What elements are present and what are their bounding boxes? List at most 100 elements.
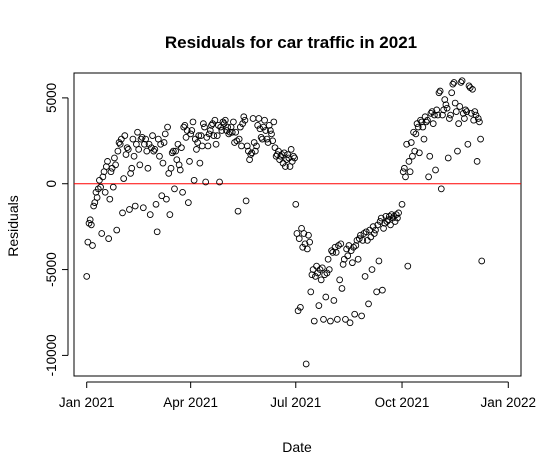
data-point xyxy=(287,146,295,153)
data-point xyxy=(377,214,385,222)
data-point xyxy=(473,158,481,165)
data-point xyxy=(102,163,110,170)
y-axis: -10000 -5000 0 5000 xyxy=(44,83,69,376)
data-point xyxy=(437,185,445,193)
data-point xyxy=(370,230,378,237)
data-point xyxy=(268,130,275,138)
data-point xyxy=(89,242,96,249)
data-point xyxy=(193,146,200,153)
data-point xyxy=(323,269,331,277)
data-point xyxy=(452,108,460,115)
data-point xyxy=(471,108,479,115)
data-point xyxy=(200,120,207,127)
data-point xyxy=(441,96,449,103)
data-point xyxy=(455,120,462,127)
data-point xyxy=(116,140,124,148)
data-point xyxy=(346,319,354,327)
data-point xyxy=(86,216,94,224)
data-point xyxy=(201,123,208,131)
data-point xyxy=(400,164,408,172)
data-point xyxy=(324,255,332,263)
data-point xyxy=(425,173,432,181)
data-point xyxy=(317,276,325,284)
data-point xyxy=(469,85,476,93)
data-point xyxy=(474,115,482,122)
data-point xyxy=(206,127,214,134)
data-point xyxy=(419,123,427,131)
data-point xyxy=(314,269,322,277)
data-point xyxy=(211,116,219,124)
data-point xyxy=(134,128,141,136)
data-point xyxy=(328,247,335,255)
data-point xyxy=(277,152,285,160)
data-point xyxy=(332,249,340,256)
data-point xyxy=(99,173,107,181)
data-point xyxy=(446,115,453,122)
data-point xyxy=(269,137,277,145)
data-point xyxy=(190,176,198,184)
data-point xyxy=(305,231,312,239)
data-point xyxy=(209,120,216,127)
data-point xyxy=(148,144,155,152)
data-point xyxy=(347,247,355,255)
data-point xyxy=(359,237,367,244)
data-point xyxy=(447,111,454,119)
data-point xyxy=(434,111,442,119)
data-point xyxy=(424,116,431,124)
data-point xyxy=(450,79,458,86)
data-point xyxy=(212,140,220,148)
data-point xyxy=(352,242,360,249)
data-point xyxy=(98,230,106,237)
data-point xyxy=(467,109,475,117)
data-point xyxy=(312,273,319,280)
data-point xyxy=(297,303,304,311)
data-point xyxy=(334,316,341,323)
data-point xyxy=(429,120,437,127)
data-point xyxy=(180,123,188,131)
data-point xyxy=(290,152,297,160)
data-point xyxy=(394,214,401,222)
data-point xyxy=(121,132,129,140)
data-point xyxy=(403,140,411,148)
data-point xyxy=(96,176,103,184)
data-point xyxy=(188,127,196,134)
data-point xyxy=(379,286,386,294)
data-point xyxy=(416,149,423,157)
data-point xyxy=(339,261,347,268)
data-point xyxy=(149,132,156,140)
data-point xyxy=(436,87,444,95)
data-point xyxy=(417,116,424,124)
data-point xyxy=(145,140,153,148)
data-point xyxy=(225,130,233,138)
data-point xyxy=(454,147,461,155)
data-point xyxy=(426,152,434,160)
data-point xyxy=(137,135,145,143)
data-point xyxy=(391,218,399,225)
data-point xyxy=(435,89,443,97)
data-point xyxy=(422,118,430,126)
data-point xyxy=(362,228,370,236)
data-point xyxy=(178,144,185,152)
data-point xyxy=(342,316,349,323)
data-point xyxy=(463,108,471,115)
data-point xyxy=(443,104,451,112)
data-point xyxy=(150,147,158,155)
y-tick-label: 0 xyxy=(44,180,59,188)
x-tick-label: Oct 2021 xyxy=(375,395,430,410)
data-point xyxy=(325,266,333,273)
x-axis: Jan 2021 Apr 2021 Jul 2021 Oct 2021 Jan 2022 xyxy=(59,381,536,410)
data-point xyxy=(101,188,109,196)
data-point xyxy=(271,144,279,152)
data-point xyxy=(433,106,441,114)
data-point xyxy=(213,132,221,140)
data-point xyxy=(264,139,272,146)
data-point xyxy=(187,130,195,138)
data-point xyxy=(457,79,465,86)
data-point xyxy=(442,101,450,109)
data-point xyxy=(245,147,252,155)
data-point xyxy=(157,140,164,148)
data-point xyxy=(119,209,126,217)
data-point xyxy=(253,142,260,150)
data-point xyxy=(120,175,128,182)
